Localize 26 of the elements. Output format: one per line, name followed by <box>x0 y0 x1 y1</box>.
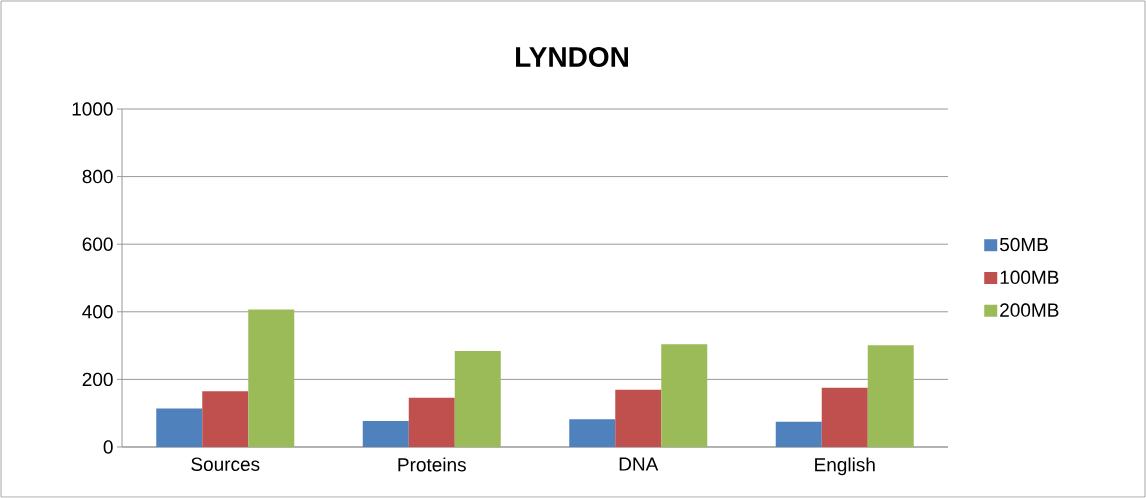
y-tick-label: 600 <box>82 237 113 251</box>
bar <box>661 344 708 447</box>
y-tick-label: 0 <box>103 440 113 454</box>
y-tick-label: 200 <box>82 372 113 387</box>
bar <box>202 391 249 447</box>
y-tick-label: 1000 <box>72 102 113 116</box>
bar <box>821 387 868 447</box>
legend-label: 100MB <box>1000 270 1059 285</box>
legend-label: 200MB <box>1000 303 1059 317</box>
y-tick-label: 800 <box>82 169 113 184</box>
bar <box>775 421 822 447</box>
chart-title: LYNDON <box>516 47 628 67</box>
y-tick-label: 400 <box>82 305 113 319</box>
legend-label: 50MB <box>999 237 1048 252</box>
x-tick-label: Proteins <box>398 457 466 472</box>
bar <box>569 419 616 447</box>
bar <box>362 420 409 447</box>
bar <box>156 408 203 447</box>
bar <box>867 345 914 447</box>
bar <box>454 351 501 447</box>
bar <box>408 397 455 447</box>
x-tick-label: English <box>815 457 875 476</box>
bar <box>615 389 662 447</box>
x-tick-label: DNA <box>619 457 659 471</box>
bar <box>248 309 295 447</box>
x-tick-label: Sources <box>191 457 260 471</box>
